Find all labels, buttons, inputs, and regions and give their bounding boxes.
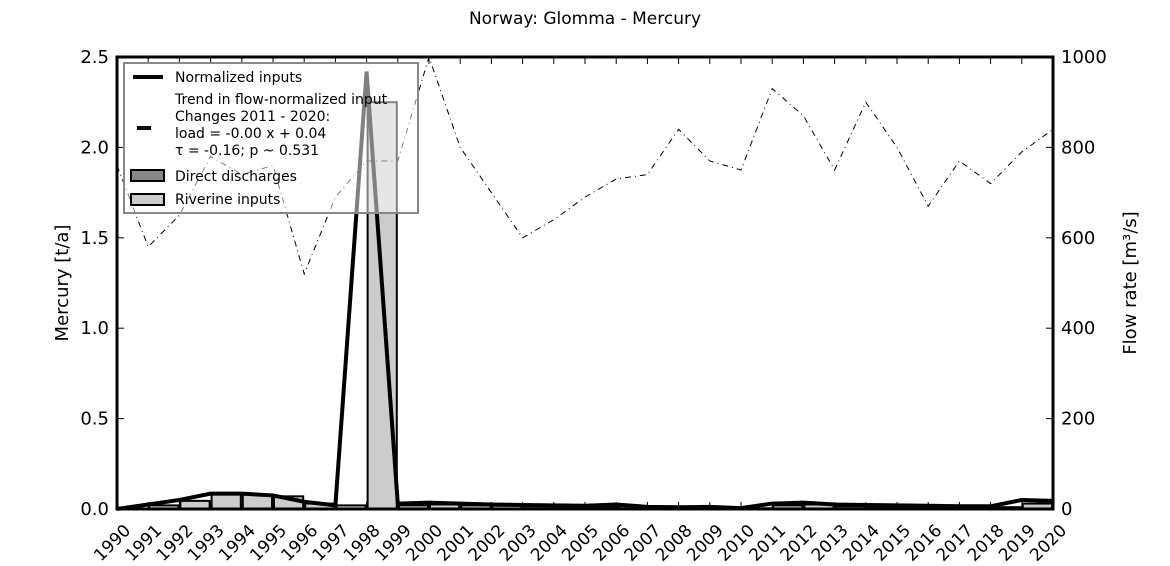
y-tick-label: 2.5 — [80, 47, 109, 68]
y2-tick-label: 800 — [1061, 137, 1095, 158]
legend: Normalized inputs Trend in flow-normalize… — [123, 62, 419, 214]
flow-line — [116, 55, 1054, 276]
y2-axis-label: Flow rate [m³/s] — [1120, 211, 1141, 354]
y-tick-label: 1.5 — [80, 228, 109, 249]
chart-title: Norway: Glomma - Mercury — [469, 9, 701, 29]
y2-tick-label: 400 — [1061, 318, 1095, 339]
y-tick-label: 0.5 — [80, 409, 109, 430]
x-tick-label: 2020 — [1026, 521, 1071, 566]
svg-text:Riverine inputs: Riverine inputs — [175, 192, 280, 208]
svg-text:Direct discharges: Direct discharges — [175, 169, 297, 185]
y2-tick-label: 1000 — [1061, 47, 1107, 68]
y2-tick-label: 600 — [1061, 228, 1095, 249]
y-tick-label: 0.0 — [80, 499, 109, 520]
svg-text:load = -0.00 x + 0.04: load = -0.00 x + 0.04 — [175, 126, 326, 142]
svg-text:Trend in flow-normalized input: Trend in flow-normalized input — [174, 92, 388, 108]
y-axis-label: Mercury [t/a] — [52, 225, 73, 342]
y2-tick-label: 0 — [1061, 499, 1072, 520]
y-tick-label: 2.0 — [80, 137, 109, 158]
svg-text:τ = -0.16; p ~ 0.531: τ = -0.16; p ~ 0.531 — [175, 143, 319, 159]
y-tick-label: 1.0 — [80, 318, 109, 339]
y2-tick-label: 200 — [1061, 409, 1095, 430]
svg-text:Changes 2011 - 2020:: Changes 2011 - 2020: — [175, 109, 330, 125]
riverine-bar — [210, 493, 242, 511]
svg-text:Normalized inputs: Normalized inputs — [175, 70, 302, 86]
